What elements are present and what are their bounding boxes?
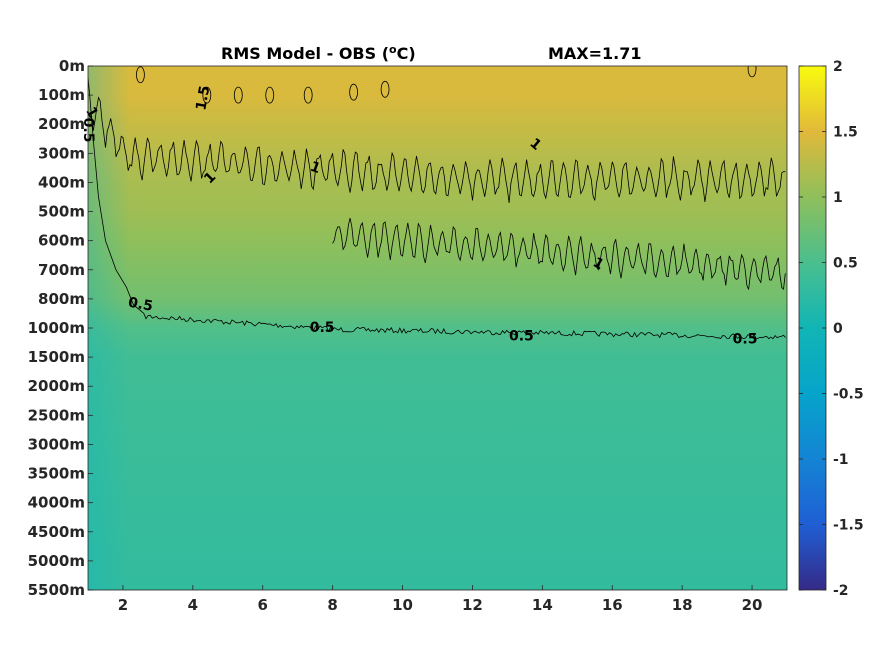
colorbar-tick-label: 0.5 <box>833 256 858 272</box>
y-tick-label: 4000m <box>28 494 85 512</box>
contour-label: 0.5 <box>127 295 154 315</box>
contour-1.5-blob <box>303 86 313 104</box>
y-tick-label: 1500m <box>28 348 85 366</box>
colorbar-tick-label: -1 <box>833 452 849 468</box>
y-tick-label: 0m <box>59 57 85 75</box>
colorbar-tick-label: 1 <box>833 190 843 206</box>
y-tick-label: 500m <box>38 203 85 221</box>
contour-1.5-blob <box>233 86 243 104</box>
y-tick-label: 100m <box>38 86 85 104</box>
y-tick-label: 200m <box>38 115 85 133</box>
contour-label: 1.5 <box>193 84 213 111</box>
colorbar-tick-label: 2 <box>833 59 843 75</box>
colorbar-tick-label: 1.5 <box>833 125 858 141</box>
colorbar-tick-label: -2 <box>833 583 849 599</box>
contour-1.5-blob <box>202 86 212 104</box>
x-axis-ticks: 2 4 6 8 10 12 14 16 18 20 <box>118 585 763 614</box>
y-tick-label: 600m <box>38 232 85 250</box>
contour-label: 0.5 <box>509 329 534 345</box>
x-tick-label: 18 <box>672 596 693 614</box>
y-tick-label: 400m <box>38 173 85 191</box>
max-value-label: MAX=1.71 <box>548 44 642 63</box>
y-tick-label: 5500m <box>28 581 85 599</box>
contour-label: 0.5 <box>310 320 335 336</box>
colorbar <box>799 66 826 590</box>
x-tick-label: 16 <box>602 596 623 614</box>
x-tick-label: 6 <box>258 596 268 614</box>
contour-1.5-blob <box>136 66 145 84</box>
x-tick-label: 20 <box>742 596 763 614</box>
y-tick-label: 800m <box>38 290 85 308</box>
y-tick-label: 300m <box>38 144 85 162</box>
heatmap-field <box>88 66 787 590</box>
y-tick-label: 4500m <box>28 523 85 541</box>
x-tick-label: 14 <box>532 596 553 614</box>
x-tick-label: 4 <box>188 596 198 614</box>
contour-1-upper <box>91 96 786 203</box>
contour-1-lower <box>332 218 786 291</box>
colorbar-tick-label: -1.5 <box>833 518 864 534</box>
x-tick-label: 2 <box>118 596 128 614</box>
chart-title: RMS Model - OBS (oC) <box>221 43 416 63</box>
contour-1.5-blob <box>265 86 275 104</box>
colorbar-tick-label: -0.5 <box>833 387 864 403</box>
x-tick-label: 8 <box>327 596 337 614</box>
y-tick-label: 3000m <box>28 435 85 453</box>
y-tick-label: 5000m <box>28 552 85 570</box>
contour-label: 0.5 <box>733 332 758 348</box>
y-tick-label: 3500m <box>28 465 85 483</box>
y-tick-label: 2000m <box>28 377 85 395</box>
contour-1.5-blob <box>349 83 359 101</box>
x-tick-label: 12 <box>462 596 483 614</box>
y-tick-label: 2500m <box>28 406 85 424</box>
colorbar-ticks: 2 1.5 1 0.5 0 -0.5 -1 -1.5 -2 <box>799 59 864 599</box>
field-left-edge-shading <box>88 66 787 590</box>
x-tick-label: 10 <box>392 596 413 614</box>
contour-0.5 <box>88 77 786 340</box>
y-tick-label: 1000m <box>28 319 85 337</box>
contour-1.5-blob <box>747 66 757 78</box>
contour-lines <box>88 66 786 340</box>
y-tick-label: 700m <box>38 261 85 279</box>
y-axis-depth-labels: 0m 100m 200m 300m 400m 500m 600m 700m 800m 1000m 1… <box>28 57 93 599</box>
colorbar-tick-label: 0 <box>833 321 843 337</box>
contour-1.5-blob <box>380 80 390 98</box>
